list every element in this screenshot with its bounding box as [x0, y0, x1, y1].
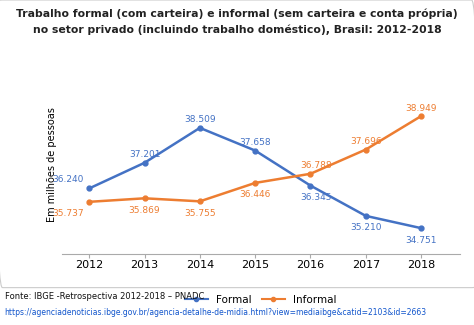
Text: 36.345: 36.345 [300, 193, 332, 202]
Text: 37.201: 37.201 [129, 150, 160, 159]
Text: 38.509: 38.509 [184, 115, 216, 124]
Text: 36.788: 36.788 [300, 161, 332, 170]
Legend: Formal, Informal: Formal, Informal [181, 291, 341, 309]
Text: 35.210: 35.210 [350, 223, 382, 232]
Text: 36.446: 36.446 [239, 190, 271, 200]
Text: 36.240: 36.240 [53, 176, 84, 184]
Y-axis label: Em milhões de pessoas: Em milhões de pessoas [47, 107, 57, 222]
Text: 34.751: 34.751 [405, 236, 437, 245]
Text: Fonte: IBGE -Retrospectiva 2012-2018 – PNADC: Fonte: IBGE -Retrospectiva 2012-2018 – P… [5, 292, 204, 301]
Text: Trabalho formal (com carteira) e informal (sem carteira e conta própria): Trabalho formal (com carteira) e informa… [16, 8, 458, 19]
Text: https://agenciadenoticias.ibge.gov.br/agencia-detalhe-de-midia.html?view=mediaib: https://agenciadenoticias.ibge.gov.br/ag… [5, 308, 427, 317]
Text: 35.869: 35.869 [129, 206, 160, 215]
Text: 35.737: 35.737 [53, 209, 84, 218]
Text: 38.949: 38.949 [405, 104, 437, 113]
Text: 35.755: 35.755 [184, 209, 216, 218]
Text: 37.696: 37.696 [350, 137, 382, 146]
Text: no setor privado (incluindo trabalho doméstico), Brasil: 2012-2018: no setor privado (incluindo trabalho dom… [33, 24, 441, 35]
Text: 37.658: 37.658 [239, 138, 271, 147]
